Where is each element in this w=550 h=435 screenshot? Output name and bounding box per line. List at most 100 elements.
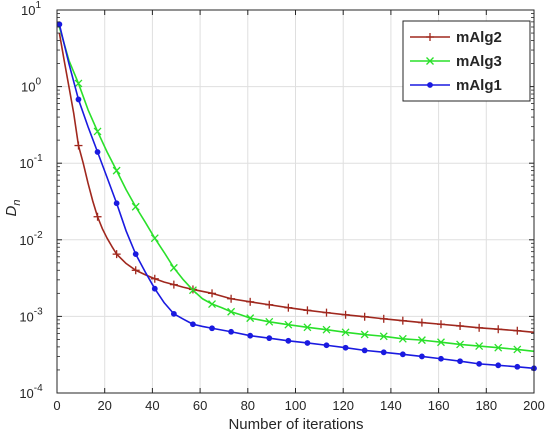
data-point-malg3 [265, 317, 274, 326]
x-tick-label: 160 [428, 398, 450, 413]
y-tick-label-base: 10 [19, 156, 33, 171]
tick-marks [56, 9, 535, 394]
data-point-malg1 [113, 200, 120, 207]
y-tick-label-exponent: -2 [34, 230, 43, 241]
y-tick-label-exponent: -4 [34, 383, 43, 394]
y-tick-label-exponent: 1 [35, 0, 41, 11]
data-point-malg1 [419, 353, 425, 360]
x-tick-label: 100 [285, 398, 307, 413]
data-point-malg2 [322, 308, 331, 317]
data-point-malg1 [132, 251, 139, 258]
y-axis-label: Dn [3, 200, 23, 217]
data-point-malg3 [208, 300, 216, 308]
data-point-malg1 [304, 340, 311, 346]
data-point-malg1 [151, 285, 158, 292]
data-point-malg1 [323, 342, 330, 349]
data-point-malg1 [285, 337, 292, 344]
data-point-malg3 [398, 334, 407, 343]
legend-item-malg3: mAlg3 [410, 53, 502, 70]
y-tick-label-base: 10 [19, 386, 33, 401]
y-tick-label: 10-4 [19, 383, 43, 401]
series-malg3 [58, 26, 535, 354]
y-tick-label-exponent: 0 [35, 77, 41, 88]
data-point-malg3 [112, 166, 121, 175]
data-point-malg1 [228, 328, 235, 335]
legend-item-malg2: mAlg2 [410, 29, 502, 46]
legend-swatch-marker [426, 57, 434, 65]
data-point-malg1 [495, 362, 502, 369]
data-point-malg3 [322, 325, 331, 334]
data-point-malg2 [436, 320, 445, 329]
legend-label: mAlg1 [456, 77, 502, 94]
series-line-malg2 [58, 32, 535, 334]
x-tick-label: 140 [380, 398, 402, 413]
data-point-malg3 [417, 336, 426, 345]
data-point-malg2 [303, 306, 312, 315]
legend: mAlg2 mAlg3 mAlg1 [402, 20, 531, 102]
data-point-malg3 [475, 342, 484, 351]
y-tick-label-exponent: -1 [34, 153, 43, 164]
y-tick-label-base: 10 [21, 3, 35, 18]
x-tick-label: 80 [241, 398, 255, 413]
data-point-malg2 [417, 318, 426, 327]
data-point-malg3 [131, 202, 140, 211]
grid-lines [57, 10, 534, 393]
data-point-malg1 [514, 363, 521, 370]
series-line-malg1 [58, 24, 535, 370]
x-tick-label: 180 [475, 398, 497, 413]
data-point-malg1 [56, 21, 63, 28]
data-point-malg1 [170, 310, 177, 317]
data-point-malg3 [74, 79, 83, 88]
data-point-malg2 [93, 212, 102, 221]
y-axis-label-subscript: n [11, 200, 23, 206]
data-point-malg1 [342, 344, 349, 351]
data-point-malg1 [399, 351, 406, 358]
data-point-malg1 [209, 325, 215, 332]
data-point-malg2 [513, 326, 522, 335]
x-tick-label: 20 [97, 398, 111, 413]
data-point-malg2 [169, 280, 178, 289]
data-point-malg1 [380, 349, 387, 356]
data-point-malg1 [94, 149, 101, 155]
data-point-malg3 [494, 343, 503, 352]
x-tick-label: 200 [523, 398, 545, 413]
data-point-malg3 [341, 328, 350, 337]
y-tick-label-exponent: -3 [34, 306, 43, 317]
data-point-malg1 [438, 355, 444, 362]
y-axis-label-base: D [3, 205, 20, 216]
y-tick-label: 100 [21, 77, 41, 95]
y-tick-label-base: 10 [21, 80, 35, 95]
y-tick-label-base: 10 [19, 233, 33, 248]
data-point-malg3 [303, 323, 312, 332]
x-tick-label: 60 [193, 398, 207, 413]
x-tick-label: 40 [145, 398, 159, 413]
data-point-malg1 [75, 96, 82, 103]
x-axis-label: Number of iterations [228, 416, 363, 433]
data-point-malg3 [246, 314, 255, 323]
data-point-malg2 [112, 250, 121, 259]
legend-items: mAlg2 mAlg3 mAlg1 [410, 29, 502, 94]
data-point-malg2 [379, 314, 388, 323]
data-point-malg3 [513, 345, 522, 354]
data-point-malg3 [150, 234, 159, 243]
data-point-malg2 [150, 274, 159, 283]
series-malg1 [56, 21, 537, 372]
x-tick-label: 120 [332, 398, 354, 413]
data-point-malg2 [341, 310, 350, 319]
data-point-malg2 [131, 266, 140, 275]
data-point-malg3 [360, 330, 369, 339]
legend-swatch-marker [426, 33, 434, 41]
legend-label: mAlg3 [456, 53, 502, 70]
data-point-malg1 [247, 332, 254, 339]
data-point-malg2 [360, 312, 369, 321]
legend-swatch-marker [427, 82, 433, 88]
legend-item-malg1: mAlg1 [410, 77, 502, 94]
data-point-malg3 [227, 307, 236, 316]
data-point-malg1 [190, 321, 196, 328]
data-point-malg1 [361, 347, 368, 354]
data-point-malg1 [266, 335, 273, 342]
data-point-malg2 [475, 323, 484, 332]
y-tick-label: 101 [21, 0, 41, 18]
data-point-malg3 [93, 127, 102, 136]
